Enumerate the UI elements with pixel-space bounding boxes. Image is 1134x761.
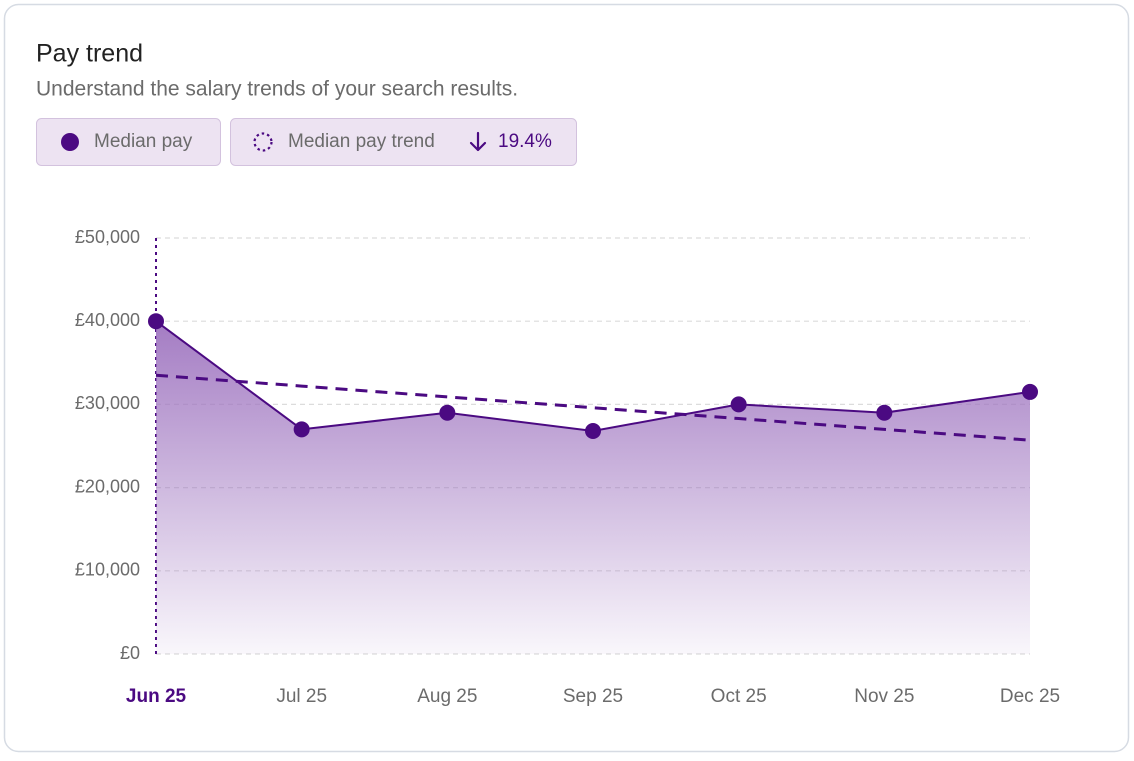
y-tick-label: £20,000 (75, 476, 140, 496)
data-point (1022, 383, 1038, 400)
x-tick-label: Dec 25 (1000, 686, 1060, 707)
data-point (439, 404, 456, 421)
x-tick-label: Aug 25 (417, 686, 477, 707)
legend-label: Median pay trend (288, 131, 435, 152)
legend-swatch (61, 133, 79, 151)
x-tick-label: Oct 25 (711, 686, 767, 707)
x-tick-label: Jul 25 (276, 686, 327, 707)
legend-label: Median pay (94, 131, 193, 152)
data-point (585, 423, 601, 440)
legend: Median pay Median pay trend 19.4% (36, 118, 577, 166)
x-tick-label: Sep 25 (563, 686, 623, 707)
y-tick-label: £0 (120, 643, 140, 663)
legend-swatch (253, 132, 273, 152)
y-tick-label: £50,000 (75, 227, 140, 247)
data-point (148, 313, 164, 330)
y-tick-label: £30,000 (75, 393, 140, 413)
legend-item-box[interactable] (36, 118, 221, 166)
chart-subtitle: Understand the salary trends of your sea… (36, 78, 518, 101)
y-tick-label: £10,000 (75, 560, 140, 580)
x-tick-label: Nov 25 (854, 686, 914, 707)
legend-item-box[interactable] (230, 118, 577, 166)
data-point (730, 396, 747, 413)
area (156, 321, 1030, 654)
plot: £0 £10,000 £20,000 £30,000 £40,000 £50,000 Jun… (75, 227, 1060, 707)
chart-title: Pay trend (36, 40, 143, 68)
trend-line (155, 373, 1031, 442)
down-arrow-icon (469, 131, 487, 152)
data-point (876, 404, 893, 421)
y-tick-label: £40,000 (75, 310, 140, 330)
data-point (293, 421, 310, 438)
trend-change: 19.4% (498, 131, 552, 152)
x-tick-label: Jun 25 (126, 686, 187, 707)
